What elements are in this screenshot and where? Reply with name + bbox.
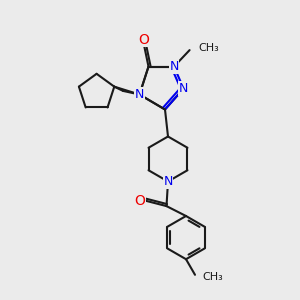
Text: N: N: [163, 175, 173, 188]
Text: N: N: [169, 60, 179, 73]
Text: CH₃: CH₃: [199, 43, 219, 53]
Text: N: N: [135, 88, 144, 101]
Text: O: O: [139, 33, 149, 46]
Text: O: O: [135, 194, 146, 208]
Text: N: N: [179, 82, 188, 95]
Text: CH₃: CH₃: [202, 272, 223, 282]
